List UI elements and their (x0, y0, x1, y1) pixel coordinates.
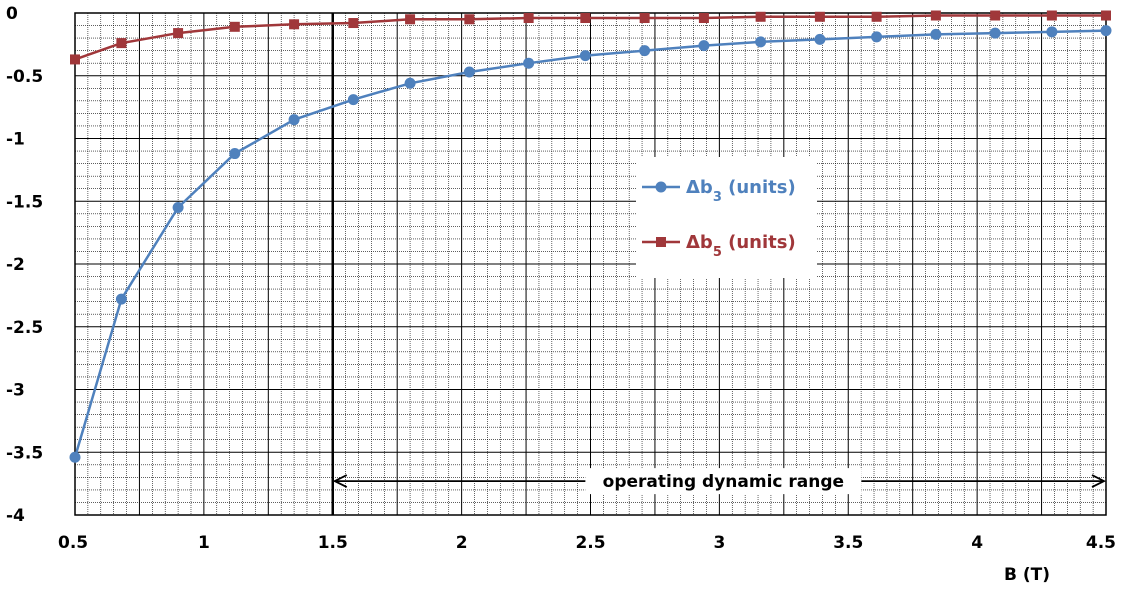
y-tick-label: -3 (6, 381, 25, 401)
series-1-point (69, 451, 81, 463)
series-2-point (1046, 10, 1057, 21)
series-1-point (1100, 25, 1112, 37)
series-2-point (871, 11, 882, 22)
series-1-point (172, 202, 184, 214)
y-tick-label: -3.5 (6, 443, 43, 463)
series-2-point (580, 13, 591, 24)
series-2-point (405, 14, 416, 25)
series-1-point (930, 28, 942, 40)
y-tick-label: -2.5 (6, 318, 43, 338)
series-1-point (871, 31, 883, 43)
series-2-point (639, 13, 650, 24)
x-tick-label: 2.5 (575, 533, 605, 553)
series-2-point (755, 11, 766, 22)
series-1-point (115, 293, 127, 305)
x-tick-label: 3.5 (833, 533, 863, 553)
annotation-label: operating dynamic range (603, 472, 844, 492)
annotation-label-background (585, 468, 862, 495)
x-tick-label: 2 (456, 533, 468, 553)
legend-label-2: Δb5 (units) (686, 232, 796, 260)
plot-area-border (74, 12, 1107, 516)
series-2-point (464, 14, 475, 25)
legend-box (636, 157, 817, 278)
x-tick-label: 4 (971, 533, 983, 553)
series-1-point (1046, 26, 1058, 38)
x-axis-tick-labels: 0.5 1 1.5 2 2.5 3 3.5 4 4.5 (58, 533, 1116, 553)
y-tick-label: -4 (6, 506, 25, 526)
series-layer (69, 10, 1112, 463)
series-1-point (404, 77, 416, 89)
annotation-arrowhead-right (1091, 474, 1107, 488)
series-2-point (698, 13, 709, 24)
series-2-point (70, 54, 80, 65)
series-1-point (989, 27, 1001, 39)
x-tick-label: 0.5 (58, 533, 88, 553)
series-2-point (229, 21, 240, 32)
series-2-point (116, 38, 127, 49)
series-1-point (288, 114, 300, 126)
series-1-point (347, 94, 359, 106)
legend-marker-2 (656, 237, 666, 247)
x-tick-label: 1 (198, 533, 210, 553)
series-1-point (523, 57, 535, 69)
y-tick-label: -0.5 (6, 67, 43, 87)
series-2-point (814, 11, 825, 22)
legend-label-1: Δb3 (units) (686, 177, 796, 205)
series-2-point (1101, 10, 1111, 21)
x-tick-label: 3 (713, 533, 725, 553)
major-grid (75, 13, 1106, 515)
y-tick-label: 0 (6, 4, 18, 24)
series-2-point (990, 10, 1001, 21)
x-tick-label: 4.5 (1086, 533, 1116, 553)
series-1-point (229, 148, 241, 160)
series-2-point (523, 13, 534, 24)
series-1-point (639, 45, 651, 57)
dynamic-range-annotation: operating dynamic range (332, 468, 1107, 495)
legend: Δb3 (units) Δb5 (units) (636, 157, 817, 278)
annotation-arrowhead-left (332, 474, 348, 488)
series-2-point (930, 10, 941, 21)
series-1-point (814, 33, 826, 45)
legend-marker-1 (655, 181, 667, 193)
series-1-point (698, 40, 710, 52)
x-axis-title: B (T) (1004, 565, 1050, 585)
y-tick-label: -2 (6, 255, 25, 275)
series-1-point (579, 50, 591, 62)
series-1-point (755, 36, 767, 48)
y-tick-label: -1.5 (6, 192, 43, 212)
x-tick-label: 1.5 (318, 533, 348, 553)
series-2-point (289, 19, 300, 30)
series-1-point (463, 66, 475, 78)
series-2-point (173, 28, 184, 39)
y-tick-label: -1 (6, 130, 25, 150)
series-2-point (348, 18, 359, 29)
y-axis-tick-labels: 0 -0.5 -1 -1.5 -2 -2.5 -3 -3.5 -4 (6, 4, 43, 526)
